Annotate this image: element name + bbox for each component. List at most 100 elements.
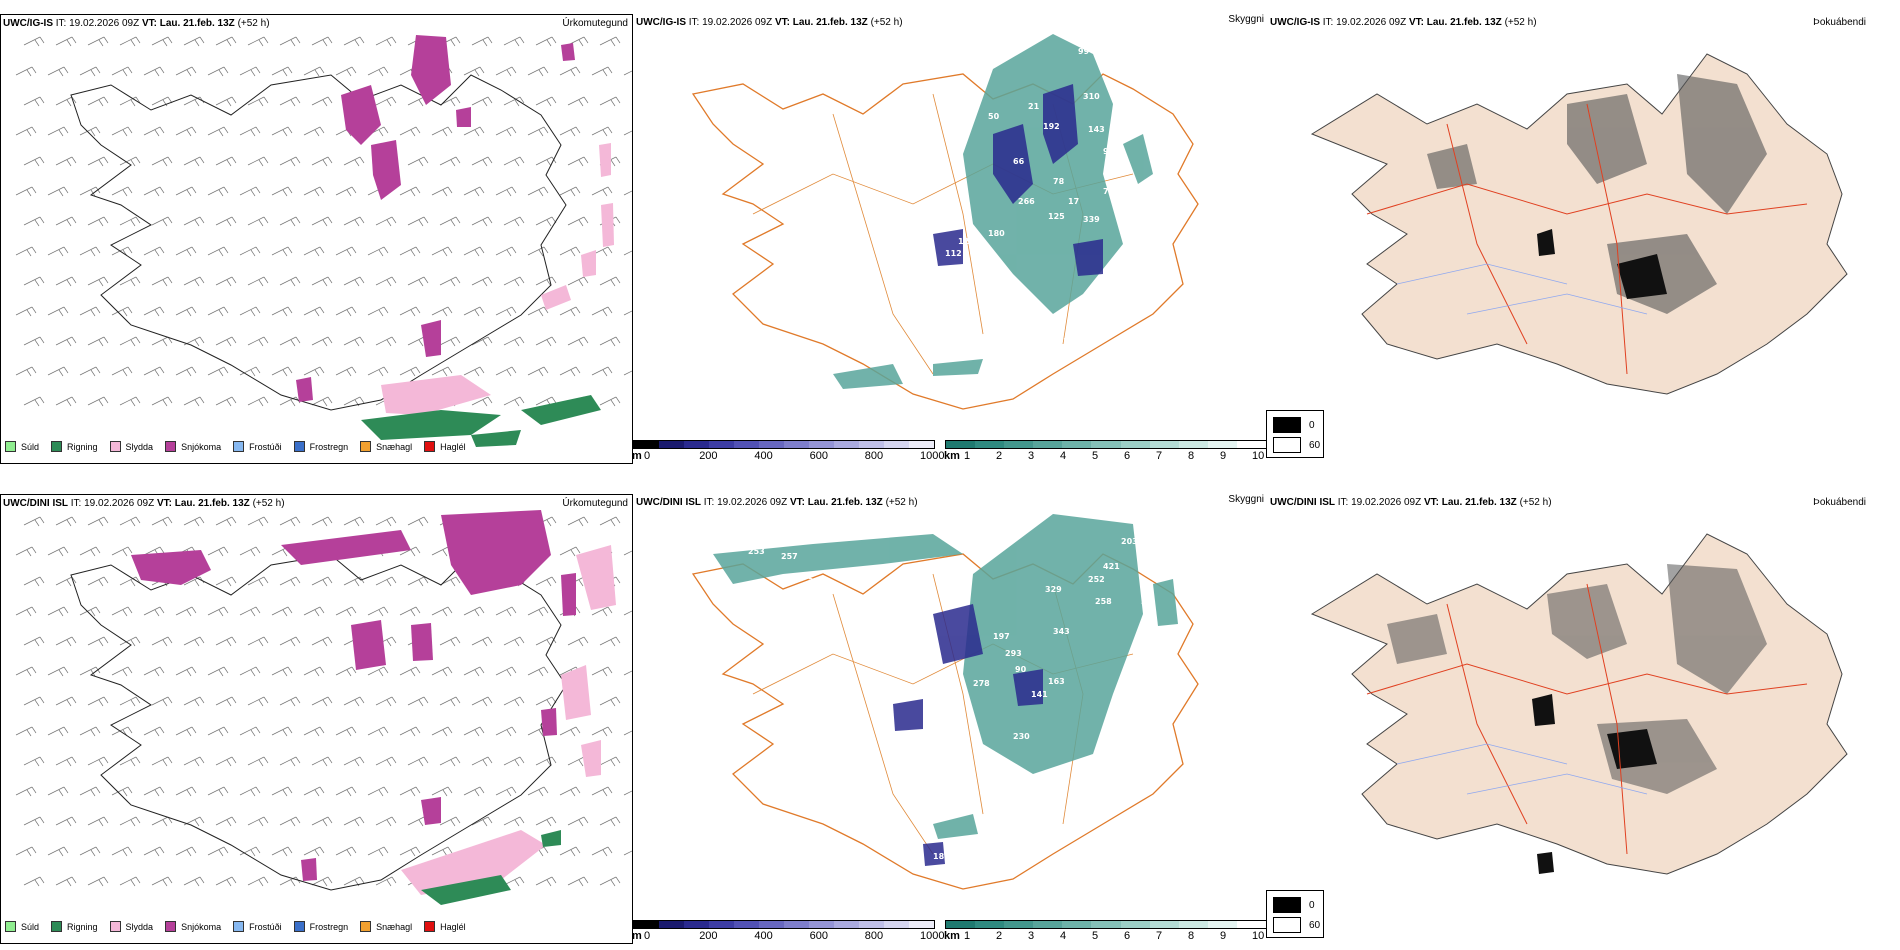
wind-barb (407, 216, 429, 227)
scale-step (909, 921, 934, 928)
wind-barb (47, 786, 69, 797)
legend-label: Haglél (440, 921, 466, 932)
wind-barb (303, 726, 325, 737)
wind-barb (87, 636, 109, 647)
wind-barb (79, 306, 101, 317)
vt-value: Lau. 21.feb. 13Z (1426, 17, 1502, 28)
wind-barb (87, 396, 109, 407)
wind-barb (215, 756, 237, 767)
wind-barb (599, 876, 621, 887)
vis-label: 78 (1053, 177, 1065, 186)
wind-barb (15, 246, 37, 257)
wind-barb (271, 126, 293, 137)
wind-barb (431, 306, 453, 317)
wind-barb (183, 36, 205, 47)
legend-item: Snjókoma (165, 441, 221, 452)
wind-barb (79, 546, 101, 557)
legend-label: Frostúði (249, 921, 282, 932)
wind-barb (119, 216, 141, 227)
wind-barb (207, 366, 229, 377)
wind-barb (279, 756, 301, 767)
legend-label: Snæhagl (376, 921, 413, 932)
wind-barb (55, 96, 77, 107)
wind-barb (55, 276, 77, 287)
wind-barb (623, 670, 632, 676)
wind-barb (303, 126, 325, 137)
wind-barb (471, 636, 493, 647)
wind-barb (367, 606, 389, 617)
wind-barb (439, 576, 461, 587)
wind-barb (175, 66, 197, 77)
wind-barb (399, 126, 421, 137)
scale-tick: 8 (1188, 450, 1195, 462)
wind-barb (567, 516, 589, 527)
wind-barb (599, 336, 621, 347)
wind-barb (47, 246, 69, 257)
lead-time: (+52 h) (1504, 17, 1537, 28)
vis-label: 18 (933, 852, 945, 861)
vis-label: 230 (1013, 732, 1030, 741)
visibility-scale: km 1 2 3 4 5 6 7 8 9 10 (944, 438, 1267, 464)
wind-barb (23, 216, 45, 227)
wind-barb (183, 696, 205, 707)
scale-step (1236, 441, 1267, 448)
wind-barb (535, 216, 557, 227)
wind-barb (375, 696, 397, 707)
wind-barb (471, 276, 493, 287)
wind-barb (559, 306, 581, 317)
wind-barb (431, 606, 453, 617)
wind-barb (399, 306, 421, 317)
legend-item: Frostregn (293, 921, 348, 932)
wind-barb (407, 156, 429, 167)
wind-barb (335, 66, 357, 77)
legend-label: Rigning (67, 441, 98, 452)
wind-barb (55, 696, 77, 707)
panel-title-cloud: Skyggni (1228, 14, 1264, 25)
wind-barb (431, 786, 453, 797)
scale-step (734, 921, 759, 928)
wind-barb (495, 606, 517, 617)
wind-barb (503, 336, 525, 347)
wind-barb (23, 36, 45, 47)
legend-item: Snæhagl (360, 921, 412, 932)
scale-step (1062, 441, 1092, 448)
scale-step (709, 441, 734, 448)
wind-barb (503, 636, 525, 647)
wind-barb (55, 336, 77, 347)
wind-barb (495, 726, 517, 737)
wind-barb (463, 126, 485, 137)
wind-barb (23, 816, 45, 827)
wind-barb (375, 216, 397, 227)
wind-barb (367, 666, 389, 677)
wind-barb (143, 846, 165, 857)
wind-barb (151, 636, 173, 647)
wind-barb (23, 576, 45, 587)
wind-barb (79, 606, 101, 617)
vis-label: 180 (988, 229, 1005, 238)
wind-barb (431, 126, 453, 137)
wind-barb (215, 636, 237, 647)
wind-barb (343, 156, 365, 167)
wind-barb (343, 396, 365, 407)
scale-tick: 0 (644, 450, 651, 462)
wind-barb (279, 696, 301, 707)
legend-swatch (5, 441, 16, 452)
wind-barb (407, 756, 429, 767)
wind-barb (495, 666, 517, 677)
fog-map-row2: UWC/DINI ISL IT: 19.02.2026 09Z VT: Lau.… (1267, 494, 1900, 944)
scale-step (1149, 921, 1179, 928)
wind-barb (375, 276, 397, 287)
panel-title-fog: Þokuábendi (1813, 17, 1866, 28)
vis-label: 343 (1053, 627, 1070, 636)
wind-barb (279, 36, 301, 47)
legend-swatch (5, 921, 16, 932)
scale-step (659, 921, 684, 928)
it-label: IT: (70, 498, 82, 509)
wind-barb (311, 516, 333, 527)
wind-barb (119, 636, 141, 647)
wind-barb (623, 850, 632, 856)
wind-barb (207, 66, 229, 77)
scale-tick: 4 (1060, 450, 1067, 462)
wind-barb (439, 276, 461, 287)
wind-barb (151, 216, 173, 227)
